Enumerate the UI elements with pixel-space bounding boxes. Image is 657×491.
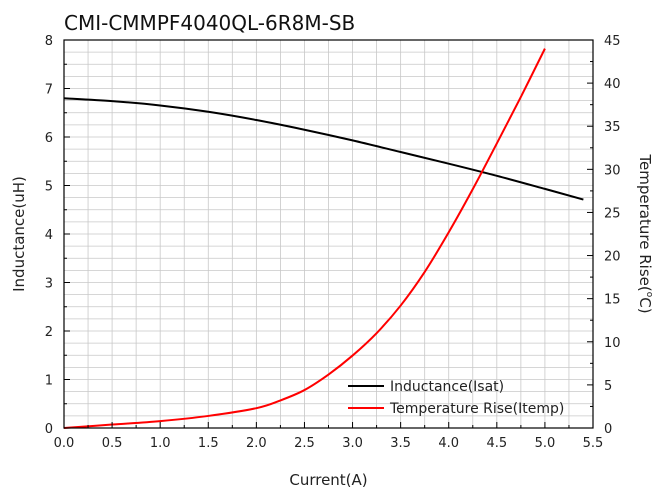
y2-tick-label: 5 bbox=[604, 379, 612, 394]
y2-tick-label: 35 bbox=[604, 120, 621, 135]
x-tick-label: 2.5 bbox=[294, 436, 315, 451]
y-tick-label: 5 bbox=[45, 180, 53, 195]
y-tick-label: 1 bbox=[45, 374, 53, 389]
y2-tick-label: 20 bbox=[604, 250, 621, 265]
y-tick-label: 4 bbox=[45, 228, 53, 243]
ticks: 0.0 0.5 1.0 1.5 2.0 2.5 3.0 3.5 4.0 4.5 5.0 5.50123… bbox=[45, 34, 621, 451]
y2-axis-title: Temperature Rise(oC) bbox=[636, 153, 654, 313]
chart-title: CMI-CMMPF4040QL-6R8M-SB bbox=[64, 11, 355, 35]
y-tick-label: 2 bbox=[45, 325, 53, 340]
x-tick-label: 5.0 bbox=[535, 436, 556, 451]
x-tick-label: 1.0 bbox=[150, 436, 171, 451]
y-tick-label: 3 bbox=[45, 277, 53, 292]
series-line-temperature-rise-itemp bbox=[63, 48, 546, 429]
y-tick-label: 6 bbox=[45, 131, 53, 146]
legend-label: Inductance(Isat) bbox=[390, 379, 504, 395]
legend: Inductance(Isat) Temperature Rise(Itemp) bbox=[348, 379, 564, 417]
y2-tick-label: 10 bbox=[604, 336, 621, 351]
y2-tick-label: 30 bbox=[604, 163, 621, 178]
y2-axis-title-end: C) bbox=[636, 297, 654, 313]
y-tick-label: 0 bbox=[45, 422, 53, 437]
y2-tick-label: 40 bbox=[604, 77, 621, 92]
y2-tick-label: 15 bbox=[604, 293, 621, 308]
x-tick-label: 3.0 bbox=[342, 436, 363, 451]
x-tick-label: 3.5 bbox=[390, 436, 411, 451]
y2-tick-label: 45 bbox=[604, 34, 621, 49]
y2-tick-label: 25 bbox=[604, 206, 621, 221]
y2-axis-title-sup: o bbox=[644, 292, 654, 298]
legend-label: Temperature Rise(Itemp) bbox=[389, 401, 564, 417]
x-tick-label: 0.0 bbox=[54, 436, 75, 451]
x-tick-label: 1.5 bbox=[198, 436, 219, 451]
series-line-inductance-isat bbox=[63, 97, 584, 201]
y-axis-title: Inductance(uH) bbox=[10, 176, 28, 292]
x-tick-label: 5.5 bbox=[583, 436, 604, 451]
series-layer bbox=[63, 48, 584, 429]
x-tick-label: 2.0 bbox=[246, 436, 267, 451]
x-tick-label: 4.0 bbox=[438, 436, 459, 451]
y2-tick-label: 0 bbox=[604, 422, 612, 437]
x-tick-label: 4.5 bbox=[486, 436, 507, 451]
grid bbox=[64, 40, 593, 428]
y-tick-label: 8 bbox=[45, 34, 53, 49]
x-tick-label: 0.5 bbox=[102, 436, 123, 451]
y2-axis-title-main: Temperature Rise( bbox=[636, 153, 654, 291]
x-axis-title: Current(A) bbox=[289, 471, 367, 489]
y-tick-label: 7 bbox=[45, 83, 53, 98]
